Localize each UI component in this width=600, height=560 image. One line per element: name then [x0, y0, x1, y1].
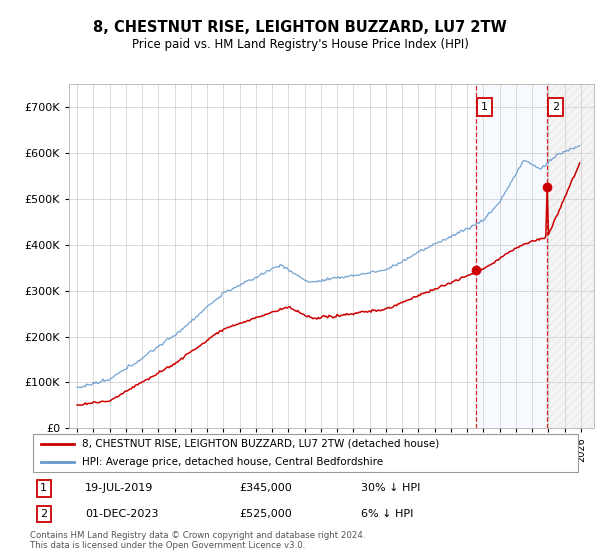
Text: Contains HM Land Registry data © Crown copyright and database right 2024.
This d: Contains HM Land Registry data © Crown c…	[30, 531, 365, 550]
Text: 6% ↓ HPI: 6% ↓ HPI	[361, 509, 413, 519]
Text: 01-DEC-2023: 01-DEC-2023	[85, 509, 158, 519]
Text: 1: 1	[40, 483, 47, 493]
Text: 30% ↓ HPI: 30% ↓ HPI	[361, 483, 421, 493]
Text: Price paid vs. HM Land Registry's House Price Index (HPI): Price paid vs. HM Land Registry's House …	[131, 38, 469, 51]
FancyBboxPatch shape	[33, 435, 578, 472]
Text: 2: 2	[552, 102, 559, 112]
Bar	[547, 84, 597, 428]
Text: 1: 1	[481, 102, 488, 112]
Text: HPI: Average price, detached house, Central Bedfordshire: HPI: Average price, detached house, Cent…	[82, 458, 383, 467]
Text: 8, CHESTNUT RISE, LEIGHTON BUZZARD, LU7 2TW (detached house): 8, CHESTNUT RISE, LEIGHTON BUZZARD, LU7 …	[82, 439, 440, 449]
Text: £525,000: £525,000	[240, 509, 293, 519]
Bar	[476, 84, 547, 428]
Text: 2: 2	[40, 509, 47, 519]
Text: 8, CHESTNUT RISE, LEIGHTON BUZZARD, LU7 2TW: 8, CHESTNUT RISE, LEIGHTON BUZZARD, LU7 …	[93, 20, 507, 35]
Text: £345,000: £345,000	[240, 483, 293, 493]
Text: 19-JUL-2019: 19-JUL-2019	[85, 483, 154, 493]
